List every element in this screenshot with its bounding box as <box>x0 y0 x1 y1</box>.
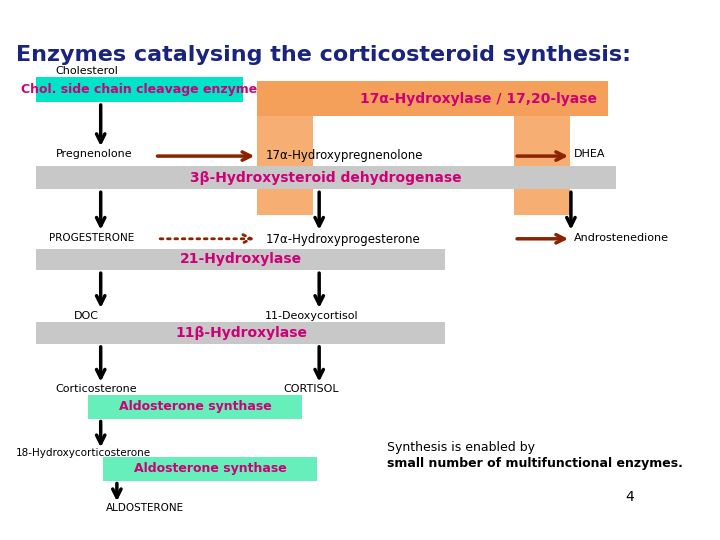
Text: small number of multifunctional enzymes.: small number of multifunctional enzymes. <box>387 457 683 470</box>
Text: Chol. side chain cleavage enzyme: Chol. side chain cleavage enzyme <box>21 83 258 96</box>
Text: 17α-Hydroxypregnenolone: 17α-Hydroxypregnenolone <box>265 149 423 162</box>
Text: Corticosterone: Corticosterone <box>55 384 138 394</box>
Text: DOC: DOC <box>73 310 99 321</box>
Text: 3β-Hydroxysteroid dehydrogenase: 3β-Hydroxysteroid dehydrogenase <box>189 171 462 185</box>
Text: 17α-Hydroxylase / 17,20-lyase: 17α-Hydroxylase / 17,20-lyase <box>360 92 597 105</box>
Text: Synthesis is enabled by: Synthesis is enabled by <box>387 441 535 454</box>
Text: Androstenedione: Androstenedione <box>574 233 669 242</box>
FancyBboxPatch shape <box>36 322 445 344</box>
FancyBboxPatch shape <box>514 82 570 214</box>
Text: 11-Deoxycortisol: 11-Deoxycortisol <box>265 310 359 321</box>
FancyBboxPatch shape <box>36 166 616 190</box>
FancyBboxPatch shape <box>88 395 302 418</box>
FancyBboxPatch shape <box>36 249 445 270</box>
Text: PROGESTERONE: PROGESTERONE <box>50 233 135 242</box>
FancyBboxPatch shape <box>257 82 313 214</box>
Text: CORTISOL: CORTISOL <box>283 384 339 394</box>
Text: DHEA: DHEA <box>574 149 605 159</box>
Text: 11β-Hydroxylase: 11β-Hydroxylase <box>175 326 307 340</box>
FancyBboxPatch shape <box>351 82 607 116</box>
Text: Enzymes catalysing the corticosteroid synthesis:: Enzymes catalysing the corticosteroid sy… <box>16 45 631 65</box>
Text: 21-Hydroxylase: 21-Hydroxylase <box>180 253 302 266</box>
Text: Aldosterone synthase: Aldosterone synthase <box>134 462 287 475</box>
Text: ALDOSTERONE: ALDOSTERONE <box>106 503 184 513</box>
Text: 18-Hydroxycorticosterone: 18-Hydroxycorticosterone <box>16 448 151 458</box>
FancyBboxPatch shape <box>257 82 608 116</box>
FancyBboxPatch shape <box>104 457 318 481</box>
Text: Aldosterone synthase: Aldosterone synthase <box>119 401 271 414</box>
FancyBboxPatch shape <box>36 77 243 102</box>
Text: 4: 4 <box>625 490 634 504</box>
Text: Pregnenolone: Pregnenolone <box>55 149 132 159</box>
Text: 17α-Hydroxyprogesterone: 17α-Hydroxyprogesterone <box>265 233 420 246</box>
Text: Cholesterol: Cholesterol <box>55 66 119 76</box>
